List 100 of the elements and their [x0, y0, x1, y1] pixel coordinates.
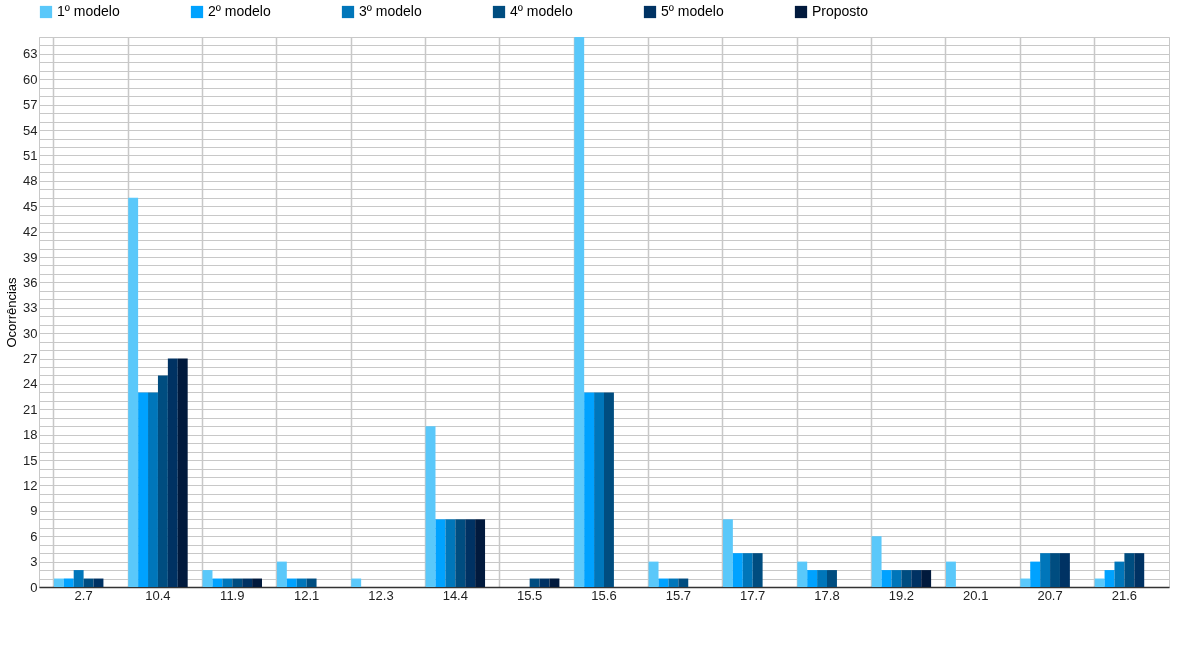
x-tick-label: 12.3 — [368, 587, 394, 603]
bar — [167, 358, 178, 587]
bar — [881, 570, 892, 587]
x-tick-label: 10.4 — [145, 587, 171, 603]
y-tick-label: 24 — [23, 376, 38, 392]
bar — [817, 570, 828, 587]
bar — [911, 570, 922, 587]
y-tick-label: 36 — [23, 274, 38, 290]
bar — [202, 570, 213, 587]
bar — [732, 553, 743, 587]
bar — [722, 519, 733, 587]
bar — [157, 375, 168, 587]
bar — [1094, 578, 1105, 587]
bar — [1059, 553, 1070, 587]
bar — [901, 570, 912, 587]
x-tick-label: 15.5 — [517, 587, 543, 603]
y-tick-label: 42 — [23, 224, 38, 240]
y-tick-label: 33 — [23, 300, 38, 316]
y-tick-label: 3 — [30, 554, 38, 570]
bar — [232, 578, 243, 587]
bar — [128, 197, 139, 587]
bar — [1030, 561, 1041, 587]
legend-label: 4º modelo — [510, 3, 573, 19]
x-tick-label: 20.7 — [1037, 587, 1063, 603]
y-tick-label: 27 — [23, 351, 38, 367]
bar — [529, 578, 540, 587]
x-tick-label: 2.7 — [74, 587, 93, 603]
legend-label: 1º modelo — [57, 3, 120, 19]
bar — [1134, 553, 1145, 587]
bar — [604, 392, 614, 587]
bar — [148, 392, 158, 587]
legend-label: 3º modelo — [359, 3, 422, 19]
x-tick-label: 15.6 — [591, 587, 617, 603]
bar — [648, 561, 659, 587]
bar — [945, 561, 956, 587]
bar — [1040, 553, 1051, 587]
bar — [63, 578, 74, 587]
bar — [53, 578, 64, 587]
bar — [475, 519, 486, 587]
x-tick-label: 21.6 — [1111, 587, 1138, 603]
y-tick-label: 48 — [23, 173, 38, 189]
bar — [445, 519, 456, 587]
y-tick-label: 63 — [23, 46, 38, 62]
bar — [276, 561, 287, 587]
bar — [594, 392, 604, 587]
y-tick-label: 60 — [23, 71, 38, 87]
bar — [177, 358, 188, 587]
bar — [752, 553, 763, 587]
bar — [435, 519, 446, 587]
bar — [296, 578, 307, 587]
bar — [678, 578, 689, 587]
bar — [742, 553, 753, 587]
bar — [807, 570, 818, 587]
y-tick-label: 18 — [23, 427, 38, 443]
bar — [425, 426, 436, 587]
bar — [668, 578, 679, 587]
bar — [1104, 570, 1115, 587]
bar — [242, 578, 253, 587]
x-tick-label: 20.1 — [963, 587, 989, 603]
y-tick-label: 9 — [30, 503, 38, 519]
bar — [1020, 578, 1031, 587]
y-tick-label: 21 — [23, 401, 38, 417]
bar — [797, 561, 808, 587]
bar — [222, 578, 233, 587]
x-tick-label: 12.1 — [293, 587, 320, 603]
bar — [827, 570, 837, 587]
bar — [83, 578, 94, 587]
bar — [1114, 561, 1125, 587]
bar — [306, 578, 317, 587]
y-tick-label: 51 — [23, 147, 38, 163]
x-tick-label: 11.9 — [220, 587, 245, 603]
bar — [455, 519, 466, 587]
y-tick-label: 57 — [23, 97, 38, 113]
bar — [212, 578, 223, 587]
bar — [286, 578, 297, 587]
bar — [891, 570, 902, 587]
y-tick-label: 15 — [23, 452, 38, 468]
bar — [351, 578, 362, 587]
bar — [252, 578, 263, 587]
bar — [549, 578, 560, 587]
bar — [1050, 553, 1060, 587]
y-tick-label: 12 — [23, 477, 38, 493]
y-tick-label: 54 — [23, 122, 38, 138]
x-tick-label: 17.8 — [814, 587, 840, 603]
bar — [73, 570, 84, 587]
legend-label: 5º modelo — [661, 3, 724, 19]
y-tick-label: 45 — [23, 198, 38, 214]
bar — [584, 392, 595, 587]
bar — [465, 519, 476, 587]
bar — [138, 392, 149, 587]
bar — [921, 570, 932, 587]
x-tick-label: 17.7 — [740, 587, 766, 603]
x-tick-label: 19.2 — [888, 587, 915, 603]
bar — [871, 536, 882, 587]
x-tick-label: 15.7 — [665, 587, 691, 603]
bar — [1124, 553, 1135, 587]
y-tick-label: 39 — [23, 249, 38, 265]
y-tick-label: 30 — [23, 325, 38, 341]
legend-label: 2º modelo — [208, 3, 271, 19]
x-tick-label: 14.4 — [442, 587, 468, 603]
